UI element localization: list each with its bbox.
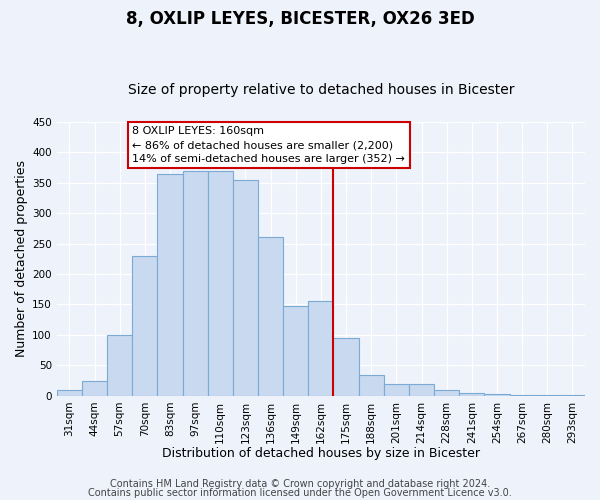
Bar [459,393,484,396]
Text: 8 OXLIP LEYES: 160sqm
← 86% of detached houses are smaller (2,200)
14% of semi-d: 8 OXLIP LEYES: 160sqm ← 86% of detached … [132,126,405,164]
Y-axis label: Number of detached properties: Number of detached properties [15,160,28,358]
Bar [283,306,308,396]
Bar [308,302,334,396]
Bar [409,384,434,396]
Bar [57,390,82,396]
Text: 8, OXLIP LEYES, BICESTER, OX26 3ED: 8, OXLIP LEYES, BICESTER, OX26 3ED [125,10,475,28]
Bar [82,380,107,396]
Bar [560,394,585,396]
Bar [182,170,208,396]
X-axis label: Distribution of detached houses by size in Bicester: Distribution of detached houses by size … [162,447,480,460]
Bar [434,390,459,396]
Bar [258,238,283,396]
Text: Contains HM Land Registry data © Crown copyright and database right 2024.: Contains HM Land Registry data © Crown c… [110,479,490,489]
Bar [359,374,384,396]
Bar [107,335,132,396]
Bar [233,180,258,396]
Bar [132,256,157,396]
Bar [484,394,509,396]
Text: Contains public sector information licensed under the Open Government Licence v3: Contains public sector information licen… [88,488,512,498]
Bar [509,394,535,396]
Bar [535,394,560,396]
Bar [384,384,409,396]
Bar [334,338,359,396]
Bar [208,170,233,396]
Bar [157,174,182,396]
Title: Size of property relative to detached houses in Bicester: Size of property relative to detached ho… [128,83,514,97]
